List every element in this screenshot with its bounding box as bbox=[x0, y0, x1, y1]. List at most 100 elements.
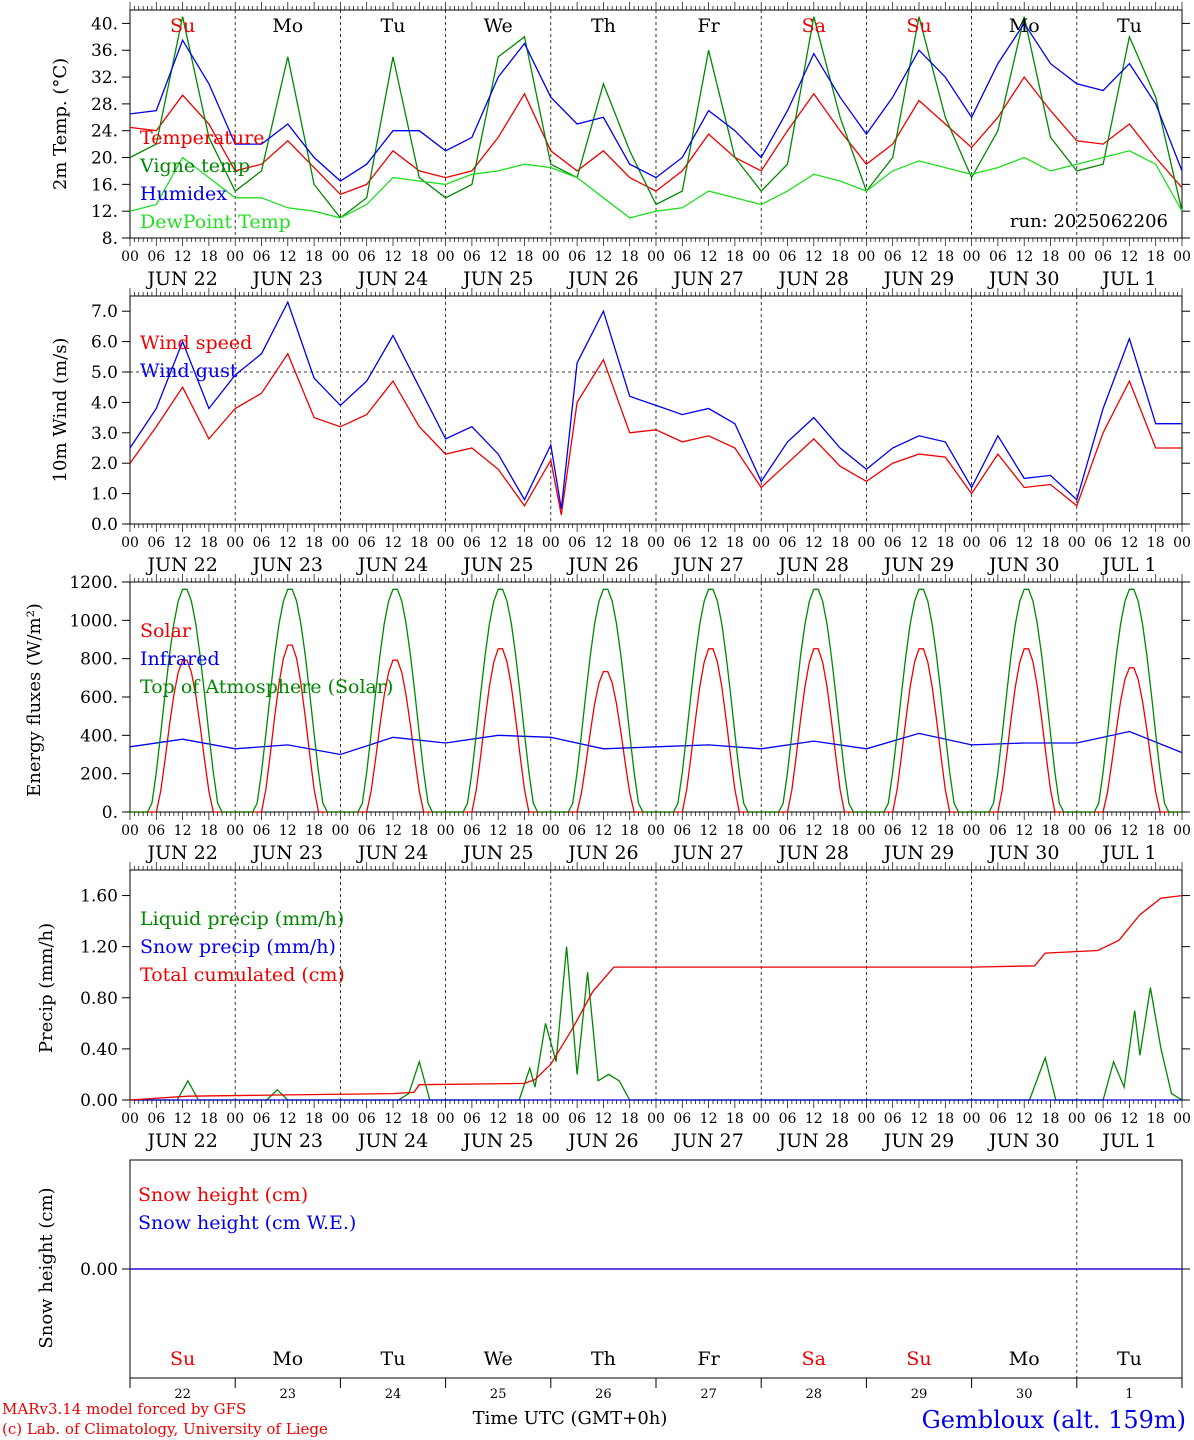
legend-toa-solar: Top of Atmosphere (Solar) bbox=[140, 676, 393, 698]
weekday-label-top: Th bbox=[591, 15, 616, 37]
hour-tick-label: 06 bbox=[779, 1111, 797, 1127]
date-label: JUN 29 bbox=[882, 842, 954, 864]
hour-tick-label: 12 bbox=[910, 823, 928, 839]
energy-panel: 0. 200. 400. 600. 800. 1000. 1200. Energy flux… bbox=[24, 573, 1190, 823]
hour-tick-label: 06 bbox=[673, 535, 691, 551]
hour-tick-label: 12 bbox=[700, 535, 718, 551]
hour-tick-label: 18 bbox=[516, 535, 534, 551]
hour-tick-label: 12 bbox=[805, 823, 823, 839]
hour-tick-label: 06 bbox=[568, 823, 586, 839]
energy-ticks: 0. 200. 400. 600. 800. 1000. 1200. bbox=[69, 573, 1190, 823]
hour-tick-label: 06 bbox=[568, 1111, 586, 1127]
hour-tick-label: 00 bbox=[121, 823, 139, 839]
day-number-label: 29 bbox=[911, 1387, 928, 1402]
hour-tick-label: 12 bbox=[1120, 823, 1138, 839]
y-tick-label: 24. bbox=[91, 122, 118, 142]
hour-tick-label: 12 bbox=[384, 823, 402, 839]
hour-tick-label: 12 bbox=[594, 1111, 612, 1127]
hour-tick-label: 18 bbox=[831, 1111, 849, 1127]
hour-tick-label: 06 bbox=[779, 249, 797, 265]
y-tick-label: 6.0 bbox=[91, 333, 118, 353]
hour-tick-label: 00 bbox=[1173, 535, 1191, 551]
hour-tick-label: 06 bbox=[989, 1111, 1007, 1127]
hour-tick-label: 06 bbox=[1094, 1111, 1112, 1127]
hour-tick-label: 06 bbox=[884, 1111, 902, 1127]
weekday-label-top: We bbox=[484, 15, 513, 37]
hour-tick-label: 18 bbox=[516, 249, 534, 265]
hour-tick-label: 06 bbox=[884, 535, 902, 551]
day-number-label: 30 bbox=[1016, 1387, 1033, 1402]
hour-tick-label: 06 bbox=[1094, 823, 1112, 839]
hour-tick-label: 06 bbox=[253, 249, 271, 265]
y-tick-label: 800. bbox=[80, 650, 118, 670]
series-line-vigne-temp bbox=[129, 16, 1183, 219]
series-line-total-cumulated-cm bbox=[129, 894, 1183, 1101]
snow-axis-label: Snow height (cm) bbox=[36, 1187, 57, 1348]
weekday-label-top: Mo bbox=[1009, 15, 1040, 37]
hour-tick-label: 06 bbox=[463, 823, 481, 839]
series-line-wind-gust bbox=[129, 300, 1182, 509]
hour-tick-label: 06 bbox=[463, 535, 481, 551]
hour-tick-label: 12 bbox=[279, 249, 297, 265]
hour-tick-label: 06 bbox=[568, 249, 586, 265]
y-tick-label: 32. bbox=[91, 68, 118, 88]
hour-tick-label: 12 bbox=[700, 1111, 718, 1127]
date-label: JUN 29 bbox=[882, 1130, 954, 1152]
hour-tick-label: 18 bbox=[200, 249, 218, 265]
hour-tick-label: 00 bbox=[542, 1111, 560, 1127]
hour-tick-label: 00 bbox=[542, 249, 560, 265]
hour-tick-label: 00 bbox=[752, 535, 770, 551]
date-label: JUN 30 bbox=[987, 268, 1059, 290]
temperature-lines bbox=[129, 16, 1183, 219]
energy-day-grid bbox=[234, 582, 1078, 812]
hour-tick-label: 00 bbox=[1068, 535, 1086, 551]
snow-panel: 0.00 Snow height (cm) Snow height (cm) S… bbox=[36, 1159, 1190, 1388]
hour-tick-label: 12 bbox=[594, 535, 612, 551]
date-label: JUN 24 bbox=[356, 1130, 428, 1152]
hour-tick-label: 18 bbox=[621, 535, 639, 551]
weekday-label-top: Su bbox=[170, 15, 195, 37]
hour-tick-label: 18 bbox=[1147, 823, 1165, 839]
hour-tick-label: 18 bbox=[726, 823, 744, 839]
weekday-label-bottom: Mo bbox=[272, 1348, 303, 1370]
y-tick-label: 12. bbox=[91, 202, 118, 222]
wind-ticks: 0.0 1.0 2.0 3.0 4.0 5.0 6.0 7.0 bbox=[91, 288, 1190, 535]
hour-tick-label: 12 bbox=[1015, 535, 1033, 551]
y-tick-label: 7.0 bbox=[91, 302, 118, 322]
hour-tick-label: 00 bbox=[437, 249, 455, 265]
weekday-label-top: Tu bbox=[1117, 15, 1142, 37]
hour-tick-label: 00 bbox=[437, 823, 455, 839]
hour-tick-label: 00 bbox=[752, 823, 770, 839]
date-label: JUN 23 bbox=[251, 554, 323, 576]
hour-tick-label: 18 bbox=[831, 535, 849, 551]
hour-tick-label: 12 bbox=[910, 535, 928, 551]
hour-tick-label: 12 bbox=[1120, 249, 1138, 265]
weekday-label-bottom: Mo bbox=[1009, 1348, 1040, 1370]
weekday-label-bottom: Fr bbox=[697, 1348, 720, 1370]
hour-tick-label: 18 bbox=[200, 535, 218, 551]
hour-tick-label: 00 bbox=[331, 249, 349, 265]
date-label: JUN 27 bbox=[671, 1130, 743, 1152]
hour-tick-label: 00 bbox=[647, 823, 665, 839]
hour-tick-label: 18 bbox=[410, 535, 428, 551]
date-label: JUN 26 bbox=[566, 268, 638, 290]
date-label: JUN 25 bbox=[461, 554, 533, 576]
hour-tick-label: 06 bbox=[358, 823, 376, 839]
day-number-label: 22 bbox=[174, 1387, 191, 1402]
hour-tick-label: 00 bbox=[963, 249, 981, 265]
y-tick-label: 1200. bbox=[69, 573, 118, 593]
temperature-axis-label: 2m Temp. (°C) bbox=[50, 58, 71, 190]
wind-panel: 0.01.02.03.04.05.06.07.0 10m Wind (m/s) … bbox=[50, 288, 1190, 535]
weekday-label-bottom: Su bbox=[170, 1348, 195, 1370]
hour-tick-label: 00 bbox=[857, 823, 875, 839]
hour-tick-label: 06 bbox=[1094, 249, 1112, 265]
y-tick-label: 1.60 bbox=[80, 887, 118, 907]
date-label: JUN 28 bbox=[777, 554, 849, 576]
date-label: JUN 26 bbox=[566, 842, 638, 864]
hour-tick-label: 06 bbox=[147, 1111, 165, 1127]
hour-tick-label: 12 bbox=[1015, 249, 1033, 265]
legend-snow-precip: Snow precip (mm/h) bbox=[140, 936, 336, 958]
hour-tick-label: 06 bbox=[989, 249, 1007, 265]
hour-tick-label: 06 bbox=[673, 249, 691, 265]
legend-solar: Solar bbox=[140, 620, 192, 642]
